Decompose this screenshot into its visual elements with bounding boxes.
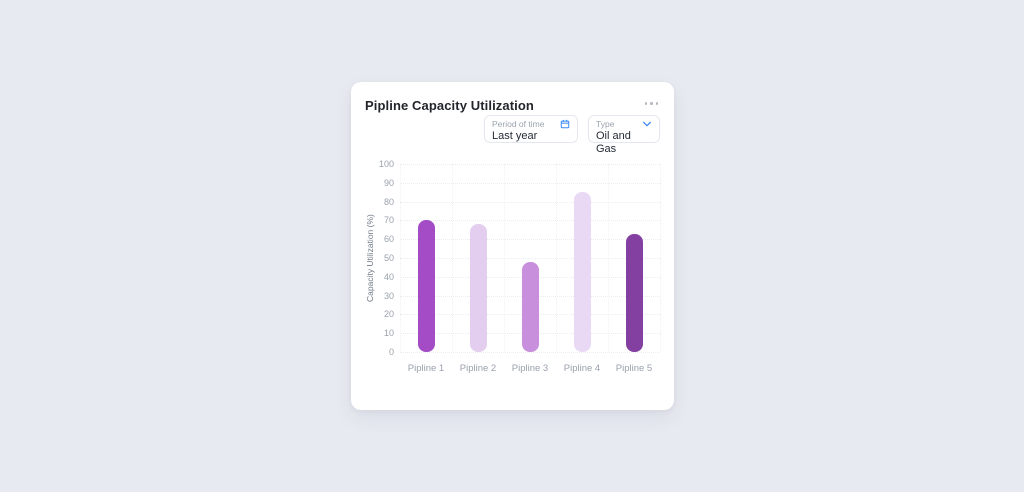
h-gridline (400, 164, 660, 165)
h-gridline (400, 258, 660, 259)
x-tick-label: Pipline 5 (615, 363, 653, 374)
filter-label: Type (596, 119, 615, 129)
bar-pipline-2 (469, 224, 487, 352)
x-tick-label: Pipline 2 (459, 363, 497, 374)
ellipsis-icon (644, 102, 647, 105)
v-gridline (452, 164, 453, 352)
bar-column (504, 164, 556, 352)
v-gridline (608, 164, 609, 352)
h-gridline (400, 182, 660, 184)
h-gridline (400, 352, 660, 353)
bar-pipline-4 (573, 192, 591, 352)
bar-column (452, 164, 504, 352)
bar-pipline-5 (625, 233, 643, 352)
y-tick-label: 20 (383, 309, 394, 320)
filter-row: Period of time Last year Type Oil and Ga… (365, 115, 660, 155)
y-tick-label: 70 (383, 215, 394, 226)
v-gridline (556, 164, 557, 352)
bar-column (400, 164, 452, 352)
calendar-icon (560, 119, 570, 129)
filter-value: Last year (492, 130, 538, 142)
card-title: Pipline Capacity Utilization (365, 98, 534, 113)
ellipsis-icon (655, 102, 658, 105)
v-gridline (504, 164, 505, 352)
h-gridline (400, 201, 660, 203)
h-gridline (400, 220, 660, 222)
period-of-time-filter[interactable]: Period of time Last year (484, 115, 578, 143)
x-axis-labels: Pipline 1 Pipline 2 Pipline 3 Pipline 4 Pipl… (400, 363, 660, 374)
y-tick-label: 50 (383, 253, 394, 263)
y-tick-label: 10 (383, 328, 394, 339)
bar-column (608, 164, 660, 352)
y-tick-label: 0 (388, 347, 394, 357)
more-menu-button[interactable] (643, 96, 661, 111)
plot-area-wrap: Pipline 1 Pipline 2 Pipline 3 Pipline 4 Pipl… (400, 164, 661, 374)
v-gridline (400, 164, 401, 352)
bar-column (556, 164, 608, 352)
chart-card: Pipline Capacity Utilization Period of t… (351, 82, 674, 410)
x-tick-label: Pipline 1 (407, 363, 445, 374)
bar-pipline-3 (521, 261, 539, 352)
plot-area (400, 164, 661, 353)
bars-layer (400, 164, 660, 352)
x-tick-label: Pipline 3 (511, 363, 549, 374)
v-gridline (660, 164, 661, 352)
type-filter[interactable]: Type Oil and Gas (588, 115, 660, 155)
y-axis-ticks: 0 10 20 30 40 50 60 70 80 90 100 (378, 159, 400, 357)
bar-chart: Capacity Utilization (%) 0 10 20 30 40 50 60 70… (365, 159, 661, 374)
x-tick-label: Pipline 4 (563, 363, 601, 374)
y-tick-label: 40 (383, 271, 394, 282)
chevron-down-icon (643, 121, 651, 127)
y-tick-label: 80 (383, 196, 394, 207)
card-header: Pipline Capacity Utilization (365, 96, 660, 115)
filter-label: Period of time (492, 119, 545, 129)
bar-pipline-1 (417, 220, 435, 352)
y-tick-label: 60 (383, 234, 394, 245)
filter-value: Oil and Gas (596, 130, 631, 155)
y-tick-label: 100 (378, 159, 394, 169)
y-tick-label: 30 (383, 290, 394, 301)
y-axis-title: Capacity Utilization (%) (365, 214, 375, 302)
h-gridline (400, 239, 660, 241)
y-tick-label: 90 (383, 177, 394, 188)
ellipsis-icon (650, 102, 653, 105)
